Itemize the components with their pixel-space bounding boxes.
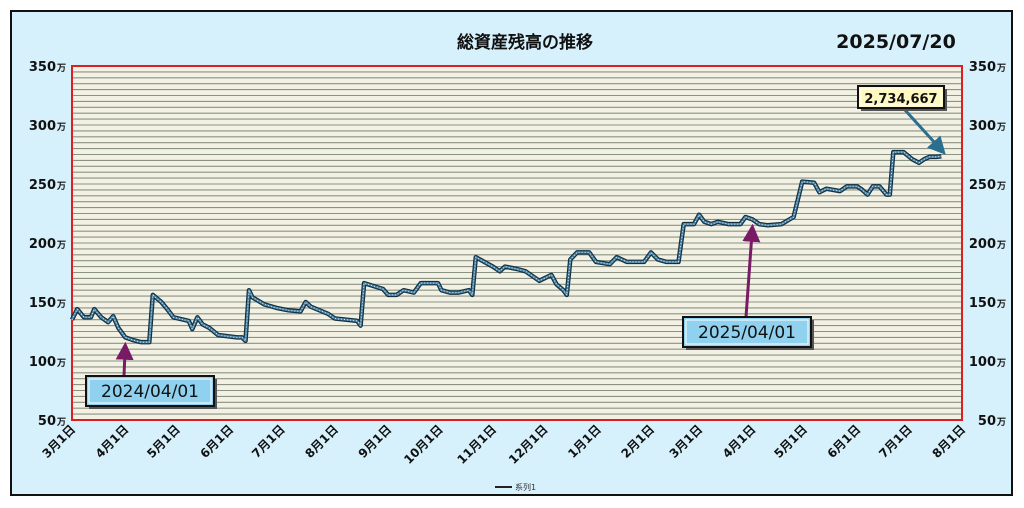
legend-label: 系列1 xyxy=(515,482,536,492)
callout-latest-value-box xyxy=(857,85,945,109)
callout-2024-04-01-box xyxy=(85,375,215,407)
y-tick-label-left: 200 xyxy=(29,237,56,252)
y-tick-unit-right: 万 xyxy=(996,358,1006,369)
y-tick-label-right: 350 xyxy=(969,60,996,75)
y-tick-unit-left: 万 xyxy=(56,417,66,428)
callout-2025-04-01: 2025/04/01 xyxy=(682,223,814,350)
y-tick-label-right: 300 xyxy=(969,119,996,134)
y-tick-label-left: 350 xyxy=(29,60,56,75)
callout-latest-value-text: 2,734,667 xyxy=(864,92,937,107)
x-tick-label: 11月1日 xyxy=(454,422,499,467)
x-tick-label: 10月1日 xyxy=(401,422,446,467)
y-tick-label-left: 50 xyxy=(38,414,56,429)
y-tick-unit-right: 万 xyxy=(996,122,1006,133)
plot-border xyxy=(71,65,963,421)
x-tick-label: 8月1日 xyxy=(929,422,968,461)
x-tick-label: 1月1日 xyxy=(565,422,604,461)
x-tick-label: 7月1日 xyxy=(249,422,288,461)
y-tick-unit-right: 万 xyxy=(996,299,1006,310)
y-tick-unit-left: 万 xyxy=(56,63,66,74)
y-tick-label-right: 200 xyxy=(969,237,996,252)
legend: 系列1 xyxy=(495,482,536,492)
x-tick-label: 6月1日 xyxy=(198,422,237,461)
y-tick-label-left: 150 xyxy=(29,296,56,311)
y-tick-label-left: 100 xyxy=(29,355,56,370)
y-tick-unit-left: 万 xyxy=(56,181,66,192)
x-tick-label: 9月1日 xyxy=(356,422,395,461)
x-tick-label: 5月1日 xyxy=(771,422,810,461)
callout-2025-04-01-text: 2025/04/01 xyxy=(698,323,796,343)
y-tick-unit-left: 万 xyxy=(56,240,66,251)
x-tick-label: 6月1日 xyxy=(825,422,864,461)
x-tick-label: 7月1日 xyxy=(876,422,915,461)
callout-latest-value-inner xyxy=(860,88,942,106)
callout-2024-04-01-inner xyxy=(88,378,212,404)
callout-2024-04-01: 2024/04/01 xyxy=(85,341,217,409)
chart-title: 総資産残高の推移 xyxy=(457,32,593,53)
x-tick-label: 4月1日 xyxy=(93,422,132,461)
report-date: 2025/07/20 xyxy=(836,31,956,53)
y-tick-unit-right: 万 xyxy=(996,63,1006,74)
y-tick-label-right: 100 xyxy=(969,355,996,370)
callout-2025-04-01-arrow xyxy=(742,223,761,318)
callout-2024-04-01-arrow xyxy=(115,341,134,377)
x-tick-label: 8月1日 xyxy=(302,422,341,461)
y-tick-label-left: 300 xyxy=(29,119,56,134)
callout-2024-04-01-text: 2024/04/01 xyxy=(101,382,199,402)
x-tick-label: 3月1日 xyxy=(667,422,706,461)
y-tick-label-right: 50 xyxy=(978,414,996,429)
y-tick-label-left: 250 xyxy=(29,178,56,193)
y-tick-unit-left: 万 xyxy=(56,299,66,310)
y-tick-label-right: 250 xyxy=(969,178,996,193)
callout-latest-value: 2,734,667 xyxy=(857,85,947,155)
x-tick-label: 5月1日 xyxy=(144,422,183,461)
series-line-highlight xyxy=(71,151,942,343)
y-tick-unit-right: 万 xyxy=(996,240,1006,251)
y-tick-unit-right: 万 xyxy=(996,417,1006,428)
callout-2025-04-01-inner xyxy=(685,319,809,345)
callout-latest-value-arrow xyxy=(903,108,946,155)
x-tick-label: 2月1日 xyxy=(618,422,657,461)
x-tick-label: 12月1日 xyxy=(506,422,551,467)
y-tick-unit-left: 万 xyxy=(56,358,66,369)
x-tick-label: 4月1日 xyxy=(720,422,759,461)
y-tick-unit-left: 万 xyxy=(56,122,66,133)
callout-2025-04-01-box xyxy=(682,316,812,348)
y-tick-unit-right: 万 xyxy=(996,181,1006,192)
y-tick-label-right: 150 xyxy=(969,296,996,311)
